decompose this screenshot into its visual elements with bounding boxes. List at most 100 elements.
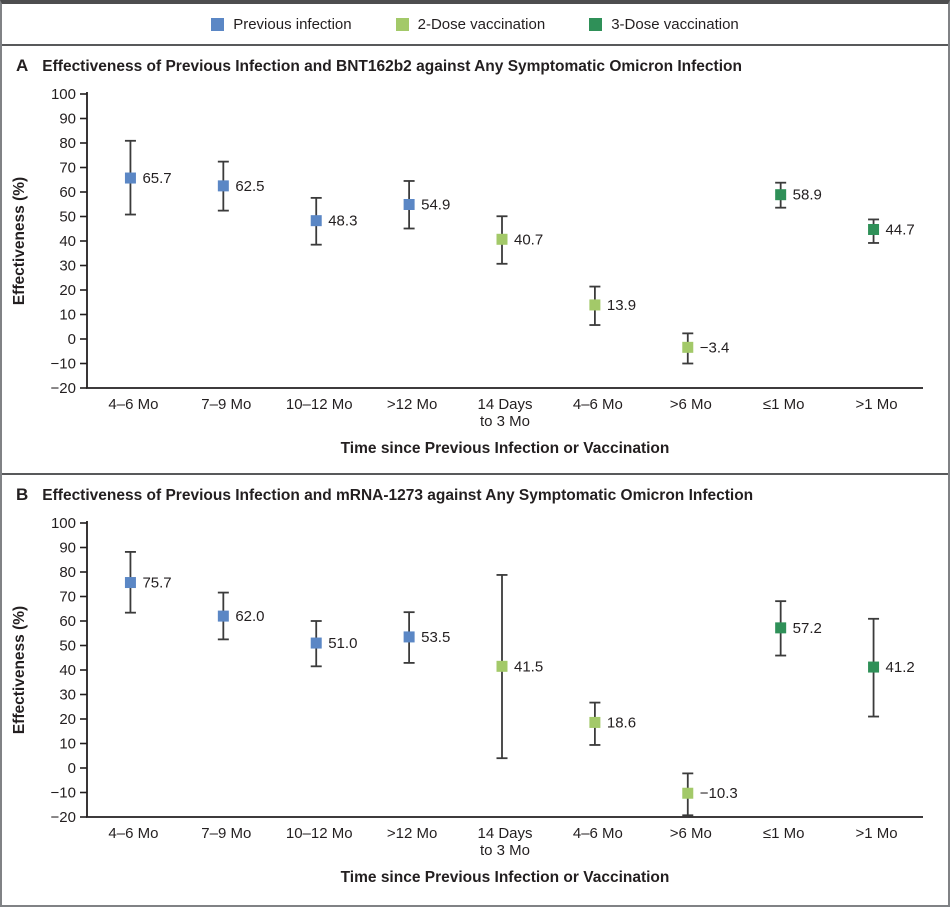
data-point-marker: [868, 661, 880, 673]
data-point-marker: [589, 299, 601, 311]
legend-item-previous-infection: Previous infection: [211, 15, 352, 33]
data-point-group: 65.7: [124, 139, 172, 216]
value-label: 41.2: [886, 659, 915, 676]
x-tick-label: 14 Days: [477, 825, 532, 842]
value-label: 57.2: [793, 620, 822, 637]
data-point-group: 58.9: [775, 181, 822, 209]
panel-a-title: Effectiveness of Previous Infection and …: [42, 58, 742, 75]
x-tick-label: 4–6 Mo: [573, 396, 623, 413]
y-tick-label: 0: [68, 331, 76, 348]
value-label: 65.7: [142, 170, 171, 187]
data-point-group: −3.4: [682, 332, 730, 365]
x-tick-label: to 3 Mo: [480, 413, 530, 430]
data-point-marker: [124, 577, 136, 589]
y-tick-label: 20: [59, 282, 76, 299]
data-point-marker: [310, 637, 322, 649]
value-label: 54.9: [421, 196, 450, 213]
y-axis-title: Effectiveness (%): [11, 177, 28, 305]
y-tick-label: 10: [59, 736, 76, 753]
value-label: 40.7: [514, 231, 543, 248]
y-tick-label: 80: [59, 564, 76, 581]
value-label: −10.3: [700, 785, 738, 802]
data-point-group: 41.2: [868, 617, 915, 718]
y-axis-title: Effectiveness (%): [11, 606, 28, 734]
legend-swatch-icon: [589, 17, 603, 31]
data-point-marker: [775, 622, 787, 634]
panel-b-title-row: B Effectiveness of Previous Infection an…: [2, 475, 948, 511]
data-point-group: 62.5: [217, 160, 265, 212]
value-label: 53.5: [421, 629, 450, 646]
data-point-marker: [682, 341, 694, 353]
x-tick-label: >12 Mo: [387, 396, 437, 413]
panel-divider: [2, 473, 948, 475]
y-tick-label: −10: [51, 785, 76, 802]
value-label: 13.9: [607, 297, 636, 314]
y-tick-label: −20: [51, 380, 76, 397]
data-point-group: 40.7: [496, 215, 543, 265]
data-point-marker: [124, 172, 136, 184]
legend-label: Previous infection: [233, 15, 352, 33]
y-tick-label: 40: [59, 233, 76, 250]
panel-a-letter: A: [16, 56, 29, 75]
panel-a-title-row: A Effectiveness of Previous Infection an…: [2, 46, 948, 82]
data-point-marker: [868, 223, 880, 235]
value-label: 48.3: [328, 213, 357, 230]
panel-b-title: Effectiveness of Previous Infection and …: [42, 487, 754, 504]
x-tick-label: 4–6 Mo: [108, 396, 158, 413]
x-tick-label: 7–9 Mo: [201, 396, 251, 413]
x-tick-label: >12 Mo: [387, 825, 437, 842]
x-tick-label: to 3 Mo: [480, 842, 530, 859]
x-tick-label: 4–6 Mo: [108, 825, 158, 842]
value-label: 41.5: [514, 658, 543, 675]
y-tick-label: 100: [51, 515, 76, 532]
x-tick-label: 10–12 Mo: [286, 825, 353, 842]
value-label: 44.7: [886, 221, 915, 238]
legend: Previous infection 2-Dose vaccination 3-Do…: [2, 4, 948, 46]
data-point-group: −10.3: [682, 772, 738, 817]
y-tick-label: 40: [59, 662, 76, 679]
value-label: −3.4: [700, 339, 730, 356]
data-point-group: 53.5: [403, 611, 450, 664]
legend-label: 3-Dose vaccination: [611, 15, 739, 33]
y-tick-label: 30: [59, 258, 76, 275]
panel-b-letter: B: [16, 485, 29, 504]
x-tick-label: 4–6 Mo: [573, 825, 623, 842]
data-point-group: 75.7: [124, 551, 172, 614]
y-tick-label: −10: [51, 356, 76, 373]
y-tick-label: 20: [59, 711, 76, 728]
x-tick-label: 14 Days: [477, 396, 532, 413]
legend-item-2-dose-vaccination: 2-Dose vaccination: [395, 16, 545, 33]
x-axis-title: Time since Previous Infection or Vaccina…: [341, 440, 670, 457]
data-point-marker: [775, 189, 787, 201]
y-tick-label: 90: [59, 111, 76, 128]
data-point-group: 54.9: [403, 180, 450, 230]
data-point-group: 41.5: [496, 574, 543, 760]
value-label: 58.9: [793, 187, 822, 204]
x-tick-label: >1 Mo: [856, 825, 898, 842]
data-point-marker: [310, 215, 322, 227]
data-point-marker: [496, 233, 508, 245]
value-label: 62.0: [235, 608, 264, 625]
data-point-marker: [217, 180, 229, 192]
x-axis-title: Time since Previous Infection or Vaccina…: [341, 869, 670, 886]
data-point-group: 18.6: [589, 701, 636, 746]
x-tick-label: >6 Mo: [670, 396, 712, 413]
y-tick-label: 60: [59, 184, 76, 201]
data-point-marker: [403, 198, 415, 210]
y-tick-label: 50: [59, 209, 76, 226]
y-tick-label: 70: [59, 160, 76, 177]
y-tick-label: 60: [59, 613, 76, 630]
y-tick-label: 50: [59, 638, 76, 655]
value-label: 62.5: [235, 178, 264, 195]
legend-swatch-icon: [211, 17, 225, 31]
panel-b: B Effectiveness of Previous Infection an…: [2, 475, 948, 902]
value-label: 18.6: [607, 714, 636, 731]
panel-a: A Effectiveness of Previous Infection an…: [2, 46, 948, 473]
data-point-marker: [496, 660, 508, 672]
x-tick-label: 7–9 Mo: [201, 825, 251, 842]
x-tick-label: 10–12 Mo: [286, 396, 353, 413]
data-point-group: 62.0: [217, 591, 265, 641]
y-tick-label: 100: [51, 86, 76, 103]
